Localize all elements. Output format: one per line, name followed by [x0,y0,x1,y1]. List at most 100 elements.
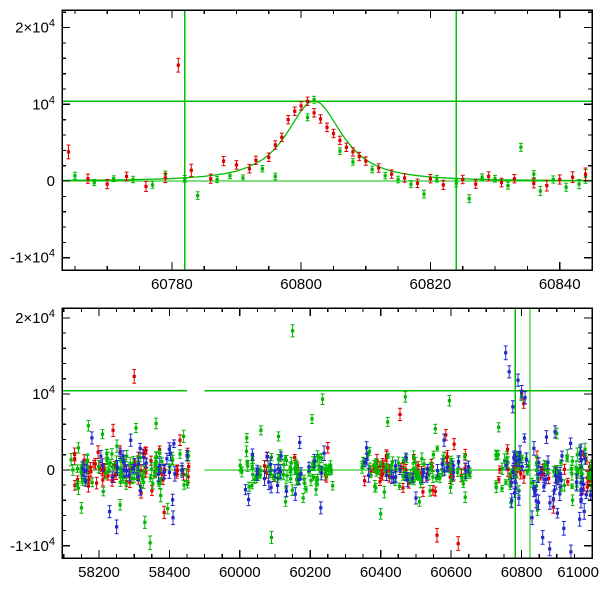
data-point [276,457,280,461]
data-point [468,470,472,474]
data-point [299,104,303,108]
data-point [255,468,259,472]
data-point [559,478,563,482]
data-point [309,479,313,483]
data-point [379,462,383,466]
data-point [144,461,148,465]
data-point [86,177,90,181]
data-point [268,462,272,466]
data-point [522,436,526,440]
data-point [543,464,547,468]
data-point [551,177,555,182]
data-point [535,476,540,480]
data-point [128,469,132,473]
data-point [144,471,148,475]
data-point [101,463,105,467]
data-point [530,516,534,520]
data-point [497,478,501,482]
data-point [377,470,381,474]
data-point [499,181,504,185]
data-point [317,456,321,460]
data-point [138,488,142,493]
data-point [544,435,549,439]
data-point [142,470,146,474]
data-point [186,475,190,479]
data-point [558,177,562,182]
data-point [167,447,171,451]
data-point [404,475,408,479]
data-point [148,541,152,545]
data-point [368,449,372,453]
data-point [283,456,287,460]
data-point [183,177,187,181]
data-point [171,458,175,462]
data-point [241,176,245,180]
data-point [139,491,143,495]
data-point [579,488,583,492]
data-point [282,463,286,467]
data-point [167,470,171,474]
data-point [144,184,148,188]
data-point [372,464,376,468]
data-point [319,471,323,475]
data-point [487,174,491,178]
data-point [422,462,426,466]
data-point [279,469,283,473]
data-point [158,464,162,468]
data-point [138,446,142,450]
data-point [435,533,439,537]
data-point [90,480,94,484]
data-point [444,433,448,437]
data-point [574,480,579,484]
data-point [165,457,169,461]
data-point [517,458,521,462]
data-point [532,181,536,185]
y-tick-label: 2×104 [15,18,55,37]
data-point [267,480,271,484]
data-point [107,468,111,472]
data-point [150,183,155,187]
data-point [351,150,355,154]
data-point [554,480,558,484]
data-point [365,446,369,450]
data-point [312,475,316,479]
data-point [129,438,133,442]
data-point [457,459,461,464]
data-point [105,182,109,186]
data-point [533,489,538,493]
data-point [401,458,405,462]
data-point [565,456,569,460]
data-point [112,474,116,478]
data-point [293,109,297,113]
data-point [514,459,518,463]
data-point [247,497,251,502]
data-point [306,99,310,103]
data-point [382,464,386,469]
data-point [124,469,128,473]
data-point [209,177,213,181]
data-point [401,474,405,478]
data-point [69,458,73,462]
data-point [466,465,471,469]
data-point [79,471,83,475]
data-point [558,492,562,496]
data-point [542,477,546,481]
data-point [269,535,274,540]
data-point [260,167,264,171]
data-point [527,464,531,468]
data-point [108,461,112,465]
data-point [398,412,402,416]
green-points-series [69,324,592,551]
data-point [580,472,584,476]
data-point [321,397,325,401]
data-point [433,489,437,494]
data-point [254,158,258,162]
data-point [131,461,135,465]
data-point [569,441,573,445]
data-point [547,476,551,480]
data-point [284,500,288,504]
data-point [419,471,423,475]
data-point [583,447,587,451]
data-point [571,175,575,179]
